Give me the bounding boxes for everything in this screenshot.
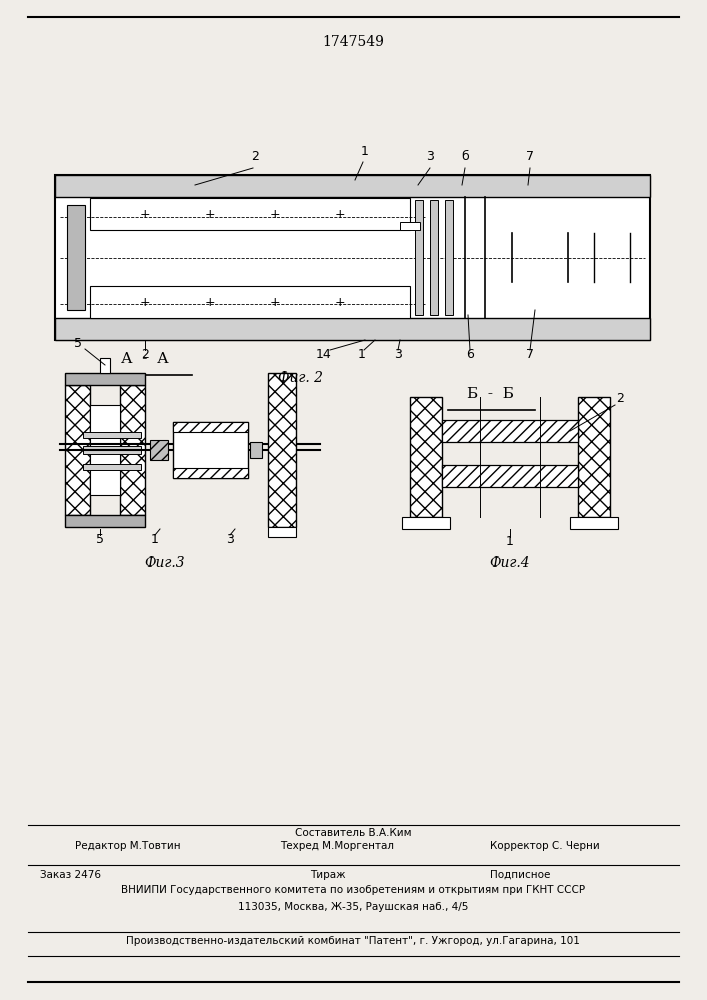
Bar <box>430 200 438 315</box>
Text: Заказ 2476: Заказ 2476 <box>40 870 101 880</box>
Text: 3: 3 <box>226 533 234 546</box>
Bar <box>65 515 145 527</box>
Bar <box>90 198 410 230</box>
Bar <box>83 464 141 470</box>
Bar <box>100 358 110 373</box>
Bar <box>120 385 145 515</box>
Bar <box>173 422 248 478</box>
Text: Подписное: Подписное <box>490 870 550 880</box>
Text: 3: 3 <box>394 348 402 361</box>
Text: Б  -  Б: Б - Б <box>467 387 513 401</box>
Text: б: б <box>461 150 469 163</box>
Text: 6: 6 <box>466 348 474 361</box>
Bar <box>83 432 141 438</box>
Bar <box>578 397 610 517</box>
Bar <box>268 527 296 537</box>
Text: +: + <box>205 208 216 221</box>
Bar <box>268 373 296 527</box>
Bar <box>445 200 453 315</box>
Text: 2: 2 <box>251 150 259 163</box>
Text: 1: 1 <box>151 533 159 546</box>
Text: +: + <box>140 296 151 308</box>
Bar <box>90 286 410 318</box>
Text: +: + <box>205 296 216 308</box>
Text: 1: 1 <box>361 145 369 158</box>
Text: А  -  А: А - А <box>121 352 169 366</box>
Text: Техред М.Моргентал: Техред М.Моргентал <box>280 841 394 851</box>
Bar <box>65 373 145 385</box>
Bar <box>83 446 141 454</box>
Text: 2: 2 <box>616 392 624 405</box>
Bar <box>400 222 420 230</box>
Text: 7: 7 <box>526 348 534 361</box>
Text: +: + <box>269 296 280 308</box>
Text: Корректор С. Черни: Корректор С. Черни <box>490 841 600 851</box>
Bar <box>250 442 262 458</box>
Text: +: + <box>334 208 345 221</box>
Bar <box>150 440 168 460</box>
Text: Фиг.3: Фиг.3 <box>145 556 185 570</box>
Text: 1747549: 1747549 <box>322 35 384 49</box>
Bar <box>55 175 650 197</box>
Bar <box>570 517 618 529</box>
Text: 14: 14 <box>316 348 332 361</box>
Text: 1: 1 <box>358 348 366 361</box>
Bar <box>65 385 90 515</box>
Bar <box>90 405 120 495</box>
Text: 1: 1 <box>506 535 514 548</box>
Text: 5: 5 <box>74 337 82 350</box>
Text: +: + <box>140 208 151 221</box>
Bar <box>442 465 578 487</box>
Bar <box>55 175 650 340</box>
Bar <box>415 200 423 315</box>
Text: 5: 5 <box>96 533 104 546</box>
Text: ВНИИПИ Государственного комитета по изобретениям и открытиям при ГКНТ СССР: ВНИИПИ Государственного комитета по изоб… <box>121 885 585 895</box>
Bar <box>67 205 85 310</box>
Bar <box>173 468 248 478</box>
Text: Редактор М.Товтин: Редактор М.Товтин <box>75 841 180 851</box>
Text: Фиг. 2: Фиг. 2 <box>278 371 322 385</box>
Text: 113035, Москва, Ж-35, Раушская наб., 4/5: 113035, Москва, Ж-35, Раушская наб., 4/5 <box>238 902 468 912</box>
Text: 2: 2 <box>141 348 149 361</box>
Text: 3: 3 <box>426 150 434 163</box>
Bar <box>55 318 650 340</box>
Text: Производственно-издательский комбинат "Патент", г. Ужгород, ул.Гагарина, 101: Производственно-издательский комбинат "П… <box>126 936 580 946</box>
Bar <box>173 422 248 432</box>
Text: Фиг.4: Фиг.4 <box>490 556 530 570</box>
Bar <box>410 397 442 517</box>
Text: Тираж: Тираж <box>310 870 346 880</box>
Bar <box>442 420 578 442</box>
Text: Составитель В.А.Ким: Составитель В.А.Ким <box>295 828 411 838</box>
Bar <box>402 517 450 529</box>
Text: +: + <box>334 296 345 308</box>
Text: 7: 7 <box>526 150 534 163</box>
Text: +: + <box>269 208 280 221</box>
